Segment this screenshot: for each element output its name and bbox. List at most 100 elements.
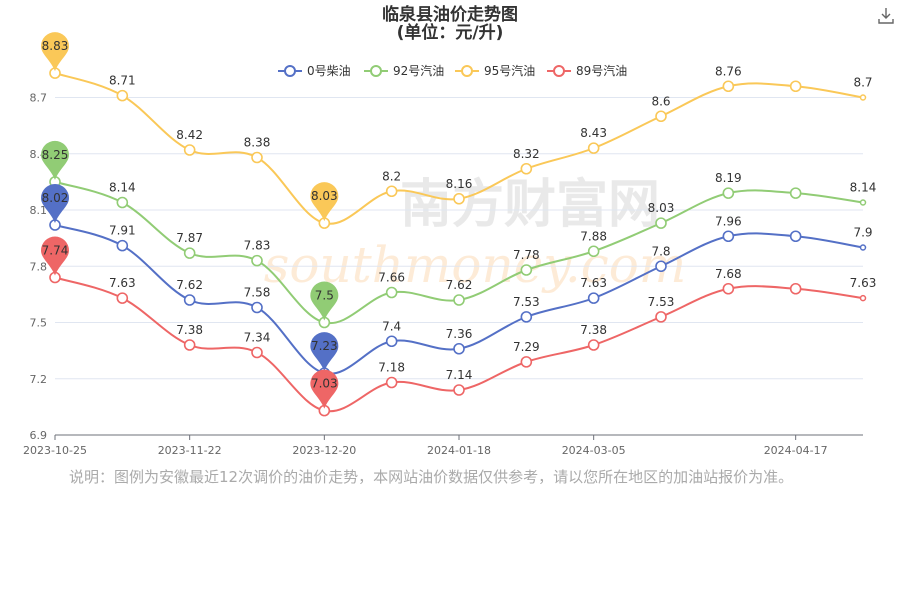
chart-subtitle: (单位：元/升) xyxy=(397,22,504,43)
data-point[interactable] xyxy=(722,282,735,295)
data-point[interactable] xyxy=(116,292,129,304)
data-point[interactable] xyxy=(251,346,263,359)
data-point[interactable] xyxy=(859,94,867,101)
data-point[interactable] xyxy=(183,247,196,259)
data-label: 8.71 xyxy=(109,74,136,88)
watermark-cn: 南方财富网 xyxy=(400,175,660,235)
legend-item[interactable]: 89号汽油 xyxy=(547,63,627,78)
legend-marker xyxy=(370,65,382,77)
data-label: 7.91 xyxy=(109,224,136,238)
legend-marker xyxy=(284,65,296,77)
data-point[interactable] xyxy=(116,89,129,102)
data-point[interactable] xyxy=(520,264,533,276)
x-tick-label: 2023-11-22 xyxy=(158,444,222,457)
data-label: 7.53 xyxy=(648,295,675,309)
data-point[interactable] xyxy=(859,294,867,302)
data-point[interactable] xyxy=(251,151,263,164)
data-point[interactable] xyxy=(116,239,129,252)
marker-pin xyxy=(41,32,69,72)
data-point[interactable] xyxy=(789,187,802,199)
data-label: 8.14 xyxy=(850,181,877,195)
data-point[interactable] xyxy=(587,339,600,351)
data-point[interactable] xyxy=(655,217,667,229)
data-point[interactable] xyxy=(183,144,196,156)
data-point[interactable] xyxy=(722,230,735,243)
x-tick-label: 2024-03-05 xyxy=(562,444,626,457)
data-label: 7.96 xyxy=(715,214,742,228)
data-point[interactable] xyxy=(722,80,735,93)
data-point[interactable] xyxy=(183,339,196,351)
data-point[interactable] xyxy=(385,376,398,389)
data-point[interactable] xyxy=(789,282,802,295)
legend-item[interactable]: 92号汽油 xyxy=(364,63,444,78)
marker-pin xyxy=(310,332,339,372)
x-tick-label: 2023-12-20 xyxy=(292,444,356,457)
data-point[interactable] xyxy=(251,301,263,314)
data-point[interactable] xyxy=(520,311,533,323)
data-label: 7.38 xyxy=(580,323,607,337)
data-label: 8.42 xyxy=(176,128,203,142)
data-point[interactable] xyxy=(520,162,533,175)
marker-label: 8.02 xyxy=(42,191,69,205)
data-label: 8.32 xyxy=(513,147,540,161)
data-point[interactable] xyxy=(655,260,667,273)
y-tick-label: 7.5 xyxy=(30,317,48,330)
data-point[interactable] xyxy=(789,80,802,93)
x-tick-label: 2023-10-25 xyxy=(23,444,87,457)
data-point[interactable] xyxy=(116,196,129,209)
data-point[interactable] xyxy=(183,294,196,306)
legend[interactable]: 0号柴油 92号汽油 95号汽油 89号汽油 xyxy=(278,63,627,78)
legend-item[interactable]: 0号柴油 xyxy=(278,64,351,78)
data-label: 7.53 xyxy=(513,295,540,309)
legend-label: 0号柴油 xyxy=(307,64,351,78)
data-point[interactable] xyxy=(453,192,465,205)
data-point[interactable] xyxy=(789,230,802,243)
y-tick-label: 7.2 xyxy=(30,373,48,386)
data-point[interactable] xyxy=(587,142,600,154)
data-label: 8.16 xyxy=(446,177,473,191)
marker-label: 7.74 xyxy=(42,244,69,258)
data-points xyxy=(49,67,867,417)
download-icon[interactable] xyxy=(876,6,896,26)
marker-label: 8.25 xyxy=(42,148,69,162)
data-point[interactable] xyxy=(385,335,398,348)
data-label: 8.76 xyxy=(715,64,742,78)
data-label: 8.6 xyxy=(651,94,670,108)
y-tick-label: 8.7 xyxy=(30,92,48,105)
data-label: 7.9 xyxy=(853,226,872,240)
data-point[interactable] xyxy=(520,356,533,368)
legend-label: 92号汽油 xyxy=(393,63,444,78)
marker-pins: 8.83 8.25 8.02 7.74 8.03 7.5 7.23 7.03 xyxy=(41,32,339,409)
marker-pin xyxy=(310,369,339,409)
legend-label: 95号汽油 xyxy=(484,63,535,78)
chart-note: 说明：图例为安徽最近12次调价的油价走势，本网站油价数据仅供参考，请以您所在地区… xyxy=(69,468,794,486)
data-label: 7.58 xyxy=(244,286,271,300)
data-label: 7.34 xyxy=(244,331,271,345)
data-point[interactable] xyxy=(722,187,735,199)
marker-label: 8.03 xyxy=(311,189,338,203)
data-label: 7.78 xyxy=(513,248,540,262)
data-point[interactable] xyxy=(251,254,263,267)
data-point[interactable] xyxy=(859,244,867,251)
data-point[interactable] xyxy=(655,110,667,123)
watermark-en: southmoney.com xyxy=(264,236,687,294)
data-label: 8.43 xyxy=(580,126,607,140)
data-point[interactable] xyxy=(655,311,667,323)
legend-item[interactable]: 95号汽油 xyxy=(455,63,535,78)
y-tick-label: 7.8 xyxy=(30,260,48,273)
data-point[interactable] xyxy=(385,185,398,198)
x-tick-label: 2024-01-18 xyxy=(427,444,491,457)
data-point[interactable] xyxy=(587,292,600,304)
data-point[interactable] xyxy=(453,342,465,355)
data-point[interactable] xyxy=(859,199,867,206)
legend-marker xyxy=(553,65,565,77)
data-point[interactable] xyxy=(453,294,465,306)
data-label: 7.38 xyxy=(176,323,203,337)
data-point[interactable] xyxy=(453,384,465,396)
data-point[interactable] xyxy=(587,245,600,258)
data-label: 8.14 xyxy=(109,181,136,195)
data-point[interactable] xyxy=(385,286,398,299)
